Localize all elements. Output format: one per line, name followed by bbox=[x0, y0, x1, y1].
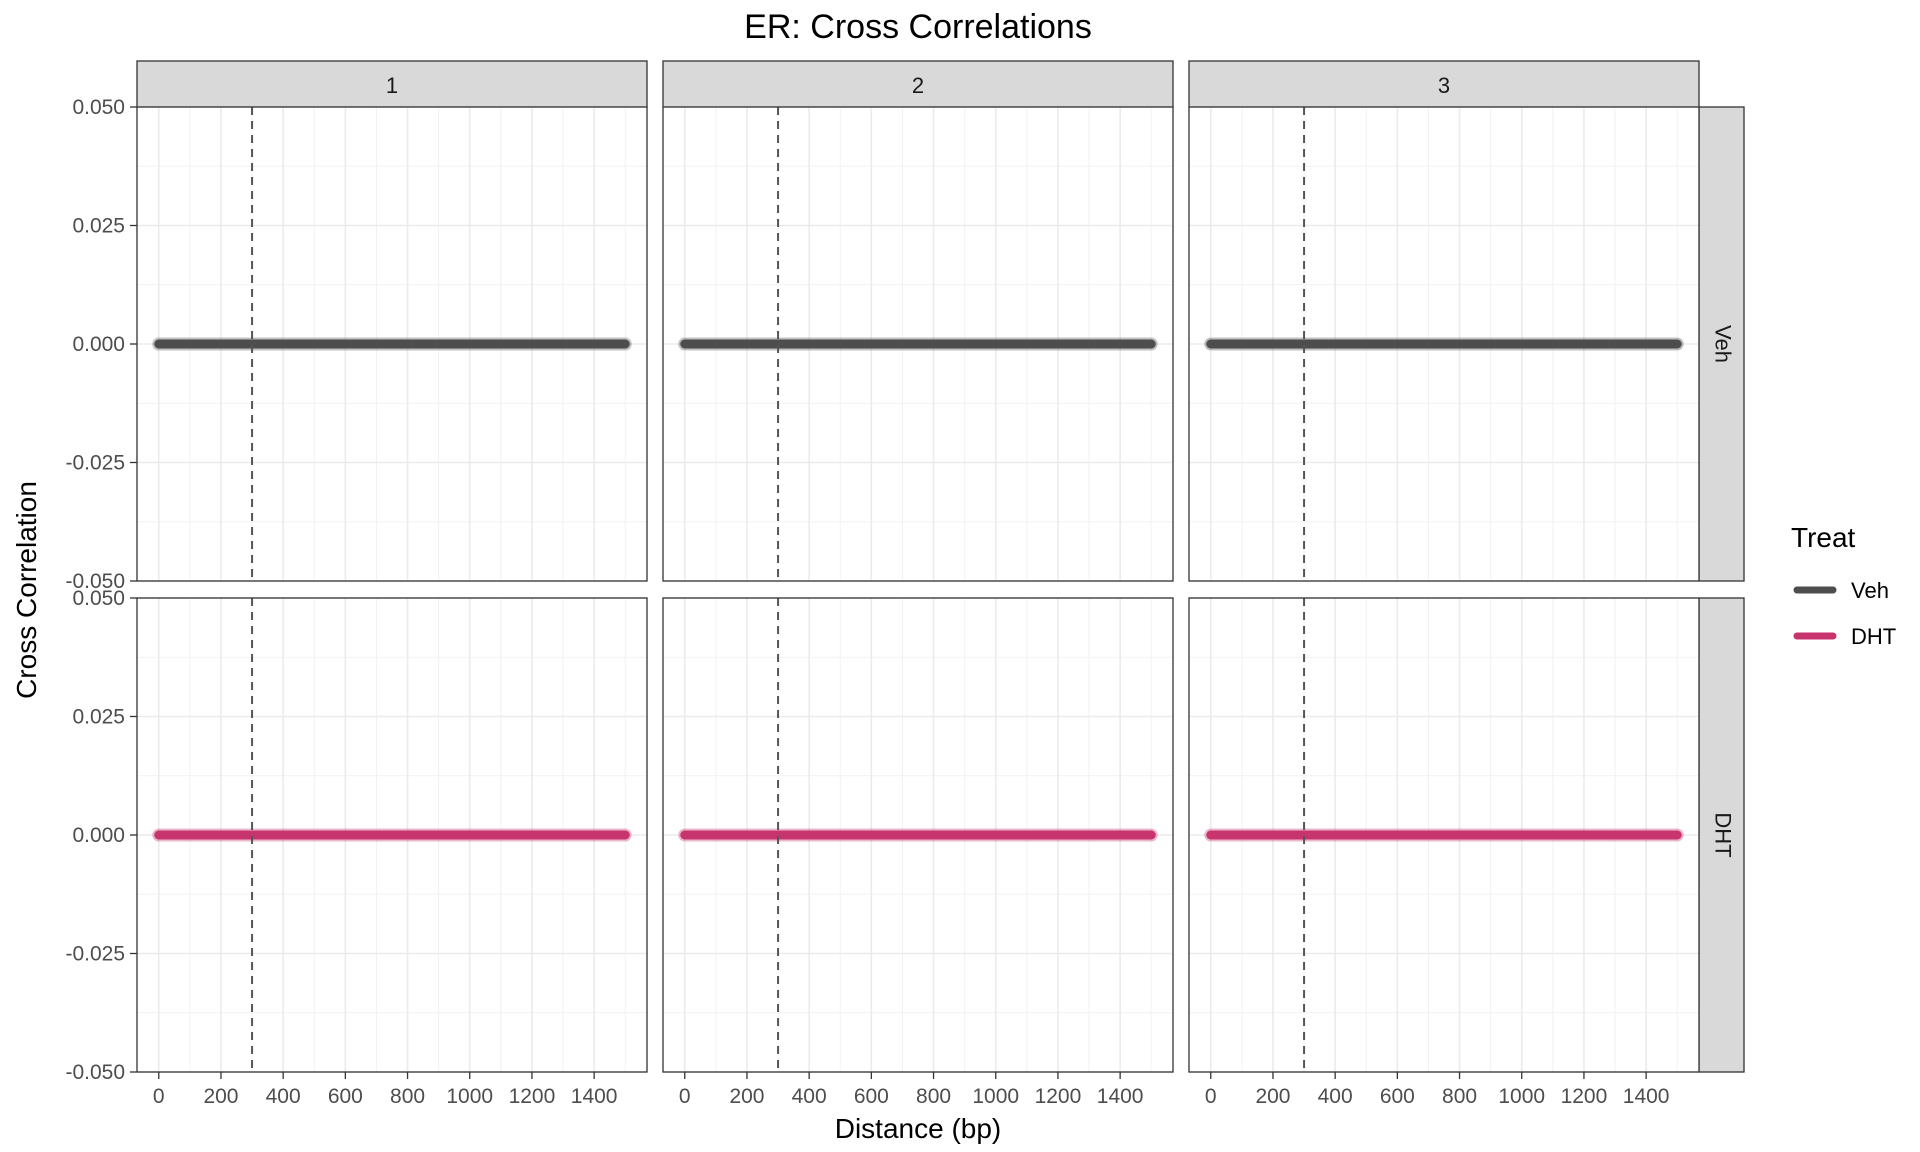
x-tick-label: 800 bbox=[916, 1085, 951, 1108]
x-tick-label: 1000 bbox=[446, 1085, 493, 1108]
x-tick-label: 1400 bbox=[1623, 1085, 1670, 1108]
x-tick-label: 400 bbox=[266, 1085, 301, 1108]
chart-title: ER: Cross Correlations bbox=[744, 8, 1092, 46]
facet-panel-veh-2 bbox=[662, 106, 1174, 582]
x-tick-label: 1400 bbox=[571, 1085, 618, 1108]
x-tick-label: 200 bbox=[203, 1085, 238, 1108]
y-tick-label: 0.050 bbox=[72, 587, 125, 610]
facet-strip-row-veh bbox=[1698, 106, 1745, 582]
x-tick-label: 600 bbox=[1380, 1085, 1415, 1108]
legend-label-veh: Veh bbox=[1851, 578, 1889, 603]
y-tick-label: 0.000 bbox=[72, 824, 125, 847]
y-tick-label: 0.025 bbox=[72, 706, 125, 729]
x-tick-label: 800 bbox=[390, 1085, 425, 1108]
y-tick-label: -0.050 bbox=[65, 570, 125, 593]
facet-strip-col-label: 2 bbox=[912, 73, 924, 98]
facet-strip-row-dht bbox=[1698, 597, 1745, 1073]
panel-border bbox=[1188, 597, 1700, 1073]
x-tick-label: 800 bbox=[1442, 1085, 1477, 1108]
x-tick-label: 0 bbox=[1205, 1085, 1217, 1108]
panel-border bbox=[662, 106, 1174, 582]
x-tick-label: 600 bbox=[328, 1085, 363, 1108]
x-tick-label: 1000 bbox=[1498, 1085, 1545, 1108]
x-tick-label: 400 bbox=[1318, 1085, 1353, 1108]
x-tick-label: 200 bbox=[729, 1085, 764, 1108]
facet-panel-dht-1: -0.050 -0.025 0.000 0.025 0.050 0 200 400 600 800… bbox=[65, 587, 648, 1108]
y-tick-label: -0.025 bbox=[65, 452, 125, 475]
y-tick-label: -0.025 bbox=[65, 943, 125, 966]
facet-strip-col-1 bbox=[136, 60, 648, 108]
legend-label-dht: DHT bbox=[1851, 624, 1896, 649]
facet-strip-col-2 bbox=[662, 60, 1174, 108]
facet-panel-dht-2: 0 200 400 600 800 1000 1200 1400 bbox=[662, 597, 1174, 1108]
panel-border bbox=[662, 597, 1174, 1073]
facet-grid: 1 2 3VehDHT-0.050-0.0250.0000.0250.050-0.0… bbox=[65, 60, 1745, 1108]
facet-panel-veh-1: -0.050 -0.025 0.000 0.025 0.050 bbox=[65, 96, 648, 593]
y-tick-label: 0.050 bbox=[72, 96, 125, 119]
y-tick-label: 0.025 bbox=[72, 215, 125, 238]
panel-border bbox=[1188, 106, 1700, 582]
x-tick-label: 1200 bbox=[509, 1085, 556, 1108]
facet-strip-col-label: 3 bbox=[1438, 73, 1450, 98]
y-tick-label: -0.050 bbox=[65, 1061, 125, 1084]
facet-panel-dht-3: 0 200 400 600 800 1000 1200 1400 bbox=[1188, 597, 1700, 1108]
y-axis-title: Cross Correlation bbox=[11, 481, 42, 699]
y-tick-label: 0.000 bbox=[72, 333, 125, 356]
x-tick-label: 600 bbox=[854, 1085, 889, 1108]
facet-strip-row-label: Veh bbox=[1711, 325, 1736, 363]
x-tick-label: 0 bbox=[679, 1085, 691, 1108]
x-tick-label: 1200 bbox=[1035, 1085, 1082, 1108]
x-tick-label: 1000 bbox=[972, 1085, 1019, 1108]
x-tick-label: 1400 bbox=[1097, 1085, 1144, 1108]
x-tick-label: 1200 bbox=[1561, 1085, 1608, 1108]
x-tick-label: 0 bbox=[153, 1085, 165, 1108]
legend: Treat Veh DHT bbox=[1791, 522, 1896, 649]
facet-panel-veh-3 bbox=[1188, 106, 1700, 582]
x-axis-title: Distance (bp) bbox=[835, 1113, 1002, 1144]
legend-title: Treat bbox=[1791, 522, 1856, 553]
x-tick-label: 200 bbox=[1255, 1085, 1290, 1108]
x-tick-label: 400 bbox=[792, 1085, 827, 1108]
facet-strip-row-label: DHT bbox=[1711, 812, 1736, 857]
facet-strip-col-3 bbox=[1188, 60, 1700, 108]
facet-strip-col-label: 1 bbox=[386, 73, 398, 98]
